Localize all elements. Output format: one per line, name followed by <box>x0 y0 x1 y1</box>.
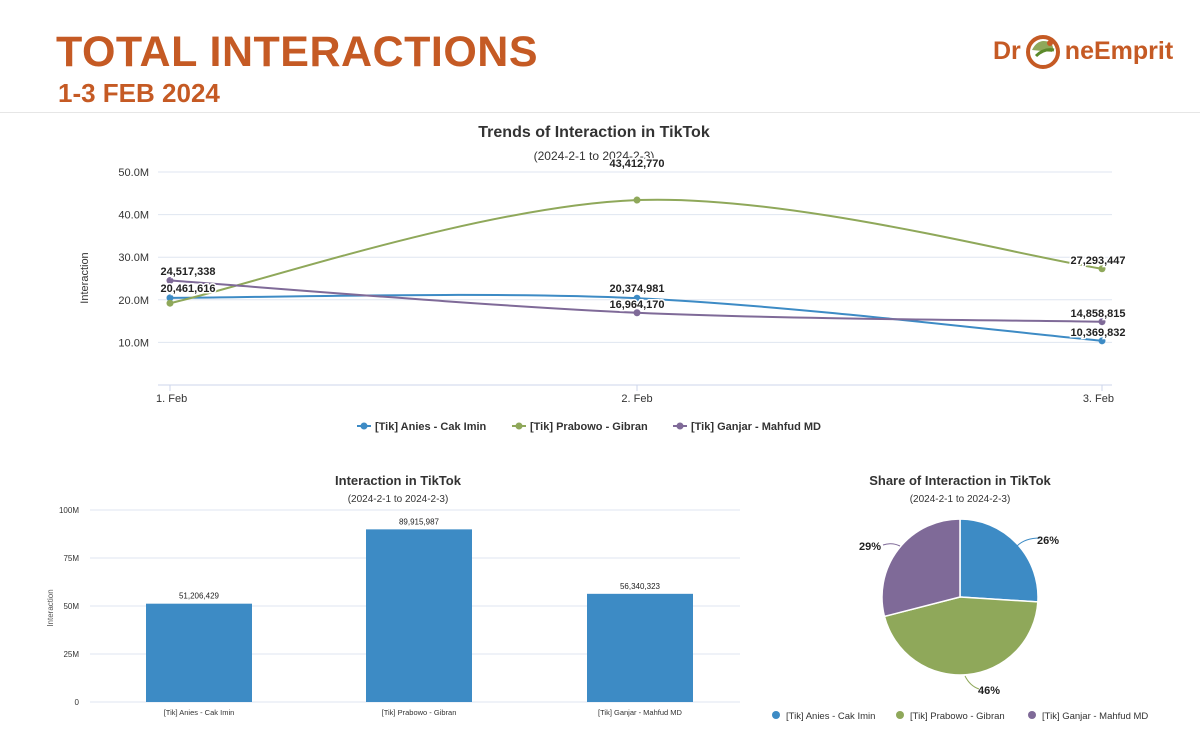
pie-legend-item[interactable]: [Tik] Ganjar - Mahfud MD <box>1028 711 1148 722</box>
legend-label: [Tik] Anies - Cak Imin <box>786 711 875 722</box>
bar-y-axis-label: Interaction <box>46 589 55 626</box>
interaction-bar-chart: Interaction in TikTok (2024-2-1 to 2024-… <box>46 473 740 717</box>
pie-slice-label: 46% <box>978 685 1000 697</box>
trend-y-tick-label: 20.0M <box>118 295 149 307</box>
pie-chart-title: Share of Interaction in TikTok <box>869 473 1051 488</box>
trend-data-point[interactable] <box>633 196 641 204</box>
pie-label-connector <box>964 675 980 690</box>
bar-chart-title: Interaction in TikTok <box>335 473 462 488</box>
header-divider <box>0 112 1200 113</box>
legend-dot <box>360 422 368 430</box>
page-title: TOTAL INTERACTIONS <box>56 28 538 76</box>
trend-line-chart: Trends of Interaction in TikTok (2024-2-… <box>79 124 1127 433</box>
legend-label: [Tik] Ganjar - Mahfud MD <box>1042 711 1148 722</box>
pie-legend-item[interactable]: [Tik] Prabowo - Gibran <box>896 711 1005 722</box>
trend-legend-item[interactable]: [Tik] Anies - Cak Imin <box>357 421 487 433</box>
legend-dot <box>676 422 684 430</box>
bar-value-label: 89,915,987 <box>399 517 440 526</box>
bar[interactable] <box>146 603 252 702</box>
pie-label-connector <box>1016 537 1041 547</box>
bar-y-tick-label: 50M <box>63 602 79 611</box>
trend-y-tick-label: 40.0M <box>118 210 149 222</box>
drone-logo-icon <box>1025 35 1060 69</box>
bar-x-tick-label: [Tik] Ganjar - Mahfud MD <box>598 708 682 717</box>
trend-data-point[interactable] <box>166 299 174 307</box>
pie-chart-subtitle: (2024-2-1 to 2024-2-3) <box>910 494 1011 505</box>
pie-label-connector <box>882 543 901 547</box>
trend-x-tick-label: 2. Feb <box>621 393 652 405</box>
bar-y-tick-label: 75M <box>63 554 79 563</box>
legend-dot <box>1028 711 1036 719</box>
legend-label: [Tik] Anies - Cak Imin <box>375 421 487 433</box>
trend-y-tick-label: 50.0M <box>118 167 149 179</box>
page-subtitle: 1-3 FEB 2024 <box>58 78 220 108</box>
pie-legend-item[interactable]: [Tik] Anies - Cak Imin <box>772 711 875 722</box>
bar[interactable] <box>366 529 472 702</box>
trend-data-point[interactable] <box>166 294 174 302</box>
legend-label: [Tik] Prabowo - Gibran <box>910 711 1005 722</box>
bar-y-tick-label: 0 <box>75 698 80 707</box>
pie-slice[interactable] <box>959 518 1039 603</box>
bar-chart-subtitle: (2024-2-1 to 2024-2-3) <box>348 494 449 505</box>
logo-text-start: Dr <box>993 36 1021 65</box>
trend-data-point[interactable] <box>166 277 174 285</box>
trend-data-label: 16,964,170 <box>609 299 664 311</box>
bar-x-tick-label: [Tik] Anies - Cak Imin <box>164 708 235 717</box>
bar-value-label: 51,206,429 <box>179 592 220 601</box>
pie-slice-label: 26% <box>1037 535 1059 547</box>
trend-legend-item[interactable]: [Tik] Prabowo - Gibran <box>512 421 648 433</box>
bar-y-tick-label: 100M <box>59 506 79 515</box>
trend-data-label: 24,517,338 <box>160 266 215 278</box>
bar-x-tick-label: [Tik] Prabowo - Gibran <box>382 708 457 717</box>
pie-slice[interactable] <box>883 596 1039 676</box>
share-pie-chart: Share of Interaction in TikTok (2024-2-1… <box>772 473 1148 722</box>
trend-data-point[interactable] <box>633 309 641 317</box>
trend-legend-item[interactable]: [Tik] Ganjar - Mahfud MD <box>673 421 821 433</box>
trend-y-tick-label: 30.0M <box>118 252 149 264</box>
bar-y-tick-label: 25M <box>63 650 79 659</box>
trend-chart-title: Trends of Interaction in TikTok <box>478 124 710 141</box>
trend-y-tick-label: 10.0M <box>118 337 149 349</box>
trend-data-label: 27,293,447 <box>1070 255 1125 267</box>
logo-text-end: neEmprit <box>1064 36 1174 65</box>
bar[interactable] <box>587 593 693 702</box>
brand-logo: Dr neEmprit <box>993 30 1173 72</box>
legend-dot <box>772 711 780 719</box>
trend-x-tick-label: 3. Feb <box>1083 393 1114 405</box>
legend-dot <box>515 422 523 430</box>
trend-data-label: 43,412,770 <box>609 158 664 170</box>
pie-slice-label: 29% <box>859 541 881 553</box>
trend-data-label: 20,374,981 <box>609 283 664 295</box>
trend-data-point[interactable] <box>1098 318 1106 326</box>
pie-slice[interactable] <box>881 518 961 618</box>
legend-label: [Tik] Ganjar - Mahfud MD <box>691 421 821 433</box>
legend-dot <box>896 711 904 719</box>
trend-data-label: 14,858,815 <box>1070 308 1125 320</box>
trend-data-label: 10,369,832 <box>1070 327 1125 339</box>
trend-data-point[interactable] <box>1098 265 1106 273</box>
trend-data-point[interactable] <box>1098 337 1106 345</box>
trend-data-point[interactable] <box>633 294 641 302</box>
trend-chart-subtitle: (2024-2-1 to 2024-2-3) <box>534 149 655 163</box>
trend-x-tick-label: 1. Feb <box>156 393 187 405</box>
legend-label: [Tik] Prabowo - Gibran <box>530 421 648 433</box>
bar-value-label: 56,340,323 <box>620 582 661 591</box>
trend-y-axis-label: Interaction <box>79 252 91 303</box>
trend-data-label: 20,461,616 <box>160 283 215 295</box>
